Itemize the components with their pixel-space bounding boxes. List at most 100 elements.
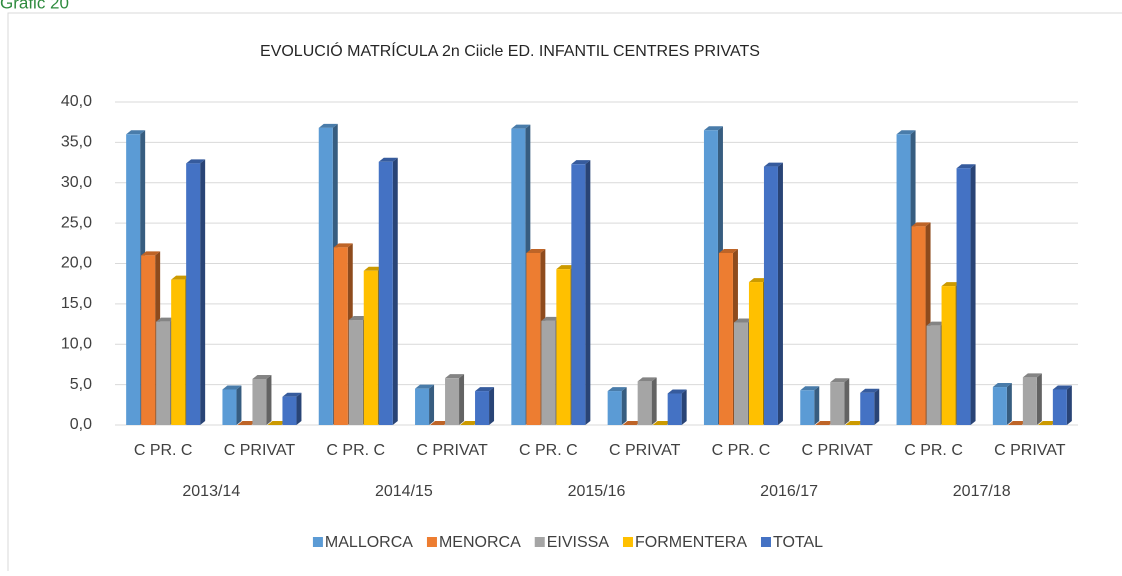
bar-top bbox=[156, 317, 176, 322]
group-label: 2016/17 bbox=[760, 483, 818, 500]
bar-top bbox=[956, 164, 976, 169]
bar-top bbox=[748, 278, 768, 283]
bar-side bbox=[429, 384, 435, 425]
bar bbox=[363, 270, 378, 425]
bar-side bbox=[874, 388, 880, 425]
bar bbox=[282, 396, 297, 425]
bar-top bbox=[622, 421, 642, 425]
bar-top bbox=[1007, 421, 1027, 425]
bar bbox=[896, 134, 911, 426]
bar-top bbox=[475, 387, 495, 392]
bar bbox=[733, 322, 748, 425]
x-tick-label: C PRIVAT bbox=[802, 442, 874, 459]
bar-side bbox=[1066, 385, 1072, 425]
group-label: 2013/14 bbox=[182, 483, 240, 500]
bar-top bbox=[282, 392, 302, 397]
bar-top bbox=[348, 316, 368, 321]
bar-top bbox=[815, 421, 835, 425]
bar-top bbox=[318, 123, 338, 128]
x-tick-label: C PR. C bbox=[326, 442, 385, 459]
group-label: 2017/18 bbox=[953, 483, 1011, 500]
bar bbox=[800, 390, 815, 425]
bar-top bbox=[460, 421, 480, 425]
caption: Gràfic 20 bbox=[0, 0, 69, 12]
bar-top bbox=[541, 316, 561, 321]
bar-side bbox=[844, 378, 850, 425]
bar bbox=[860, 392, 875, 425]
bar-top bbox=[941, 282, 961, 287]
bar-side bbox=[681, 389, 687, 425]
bar-top bbox=[718, 249, 738, 254]
legend-label: EIVISSA bbox=[547, 534, 610, 551]
y-tick-label: 10,0 bbox=[61, 335, 92, 352]
bar-top bbox=[652, 421, 672, 425]
x-tick-label: C PR. C bbox=[134, 442, 193, 459]
bar-side bbox=[777, 162, 783, 425]
bar-top bbox=[911, 222, 931, 227]
bar-top bbox=[363, 266, 383, 271]
bar bbox=[763, 166, 778, 425]
bar-top bbox=[896, 130, 916, 135]
bar-side bbox=[459, 374, 465, 425]
bar-top bbox=[667, 389, 687, 394]
bar-side bbox=[1006, 383, 1012, 425]
legend-swatch bbox=[312, 537, 323, 547]
bar bbox=[956, 168, 971, 425]
group-label: 2015/16 bbox=[568, 483, 626, 500]
bar-side bbox=[621, 387, 627, 425]
bar-top bbox=[126, 130, 146, 135]
y-tick-label: 40,0 bbox=[61, 93, 92, 110]
legend-label: FORMENTERA bbox=[635, 534, 747, 551]
bar bbox=[141, 255, 156, 425]
bar-top bbox=[237, 421, 257, 425]
bar bbox=[511, 128, 526, 425]
bar-top bbox=[252, 374, 272, 379]
bar-side bbox=[1036, 373, 1042, 425]
bar bbox=[748, 282, 763, 425]
bar-top bbox=[571, 160, 591, 165]
bar bbox=[911, 226, 926, 425]
bar bbox=[156, 321, 171, 425]
bar-top bbox=[703, 126, 723, 131]
y-tick-label: 20,0 bbox=[61, 255, 92, 272]
bar bbox=[556, 269, 571, 425]
bar bbox=[186, 163, 201, 425]
x-tick-label: C PR. C bbox=[904, 442, 963, 459]
bar bbox=[445, 378, 460, 425]
x-tick-label: C PRIVAT bbox=[609, 442, 681, 459]
legend-swatch bbox=[760, 537, 771, 547]
bar bbox=[1022, 377, 1037, 425]
bar bbox=[333, 247, 348, 425]
bar-top bbox=[733, 318, 753, 323]
y-tick-label: 5,0 bbox=[70, 376, 92, 393]
bar bbox=[318, 127, 333, 425]
y-tick-label: 15,0 bbox=[61, 295, 92, 312]
bar-top bbox=[222, 385, 242, 390]
bar-side bbox=[200, 159, 206, 425]
bar bbox=[992, 387, 1007, 425]
x-tick-label: C PRIVAT bbox=[416, 442, 488, 459]
bar-top bbox=[445, 374, 465, 379]
x-tick-label: C PR. C bbox=[519, 442, 578, 459]
x-tick-label: C PRIVAT bbox=[224, 442, 296, 459]
bar-top bbox=[171, 275, 191, 280]
bar-side bbox=[585, 160, 591, 426]
bar-side bbox=[296, 392, 302, 425]
bar bbox=[475, 391, 490, 425]
legend-swatch bbox=[534, 537, 545, 547]
bar bbox=[1052, 389, 1067, 425]
bar-top bbox=[556, 265, 576, 270]
bar-top bbox=[607, 387, 627, 392]
bar-top bbox=[1037, 421, 1057, 425]
bar-top bbox=[763, 162, 783, 167]
bar bbox=[526, 253, 541, 425]
bar-side bbox=[651, 377, 657, 425]
chart-title: EVOLUCIÓ MATRÍCULA 2n Ciicle ED. INFANTI… bbox=[260, 41, 760, 60]
bar bbox=[941, 286, 956, 425]
bar bbox=[171, 279, 186, 425]
y-tick-label: 0,0 bbox=[70, 416, 92, 433]
group-label: 2014/15 bbox=[375, 483, 433, 500]
y-tick-label: 25,0 bbox=[61, 214, 92, 231]
legend-label: TOTAL bbox=[773, 534, 823, 551]
